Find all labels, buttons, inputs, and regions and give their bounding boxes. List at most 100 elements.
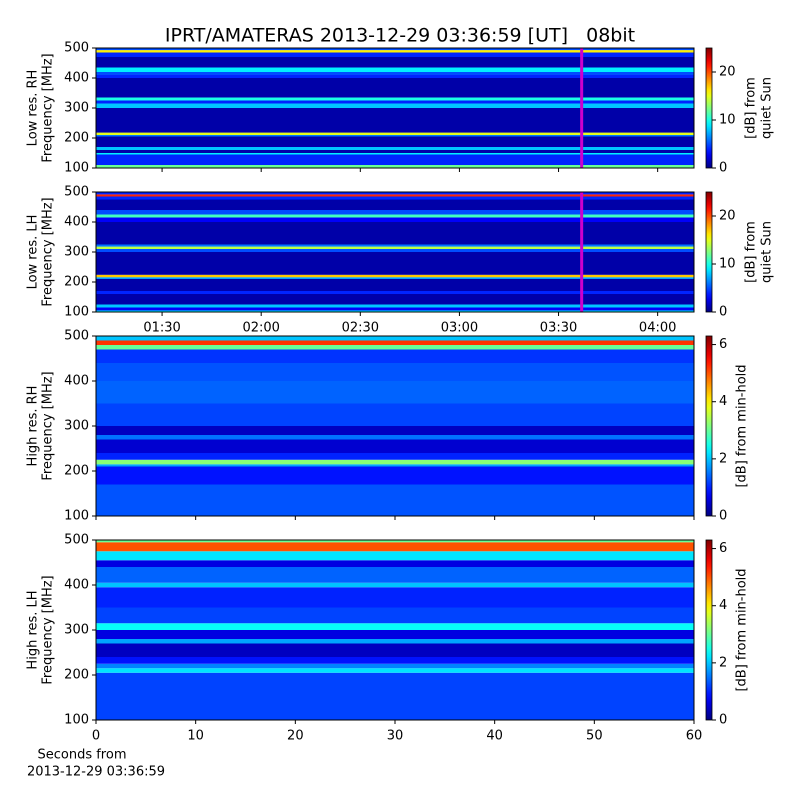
heatmap-band: [96, 136, 694, 147]
x-tick-label: 03:30: [540, 321, 577, 336]
colorbar-tick-label: 0: [719, 713, 727, 728]
y-axis-label: Low res. LH: [26, 215, 41, 290]
y-tick-label: 400: [64, 374, 89, 389]
heatmap-band: [96, 551, 694, 561]
heatmap-band: [96, 277, 694, 279]
heatmap-band: [96, 426, 694, 435]
heatmap-band: [96, 196, 694, 200]
heatmap-band: [96, 246, 694, 249]
colorbar-tick-label: 10: [719, 113, 736, 128]
heatmap-band: [96, 345, 694, 350]
x-tick-label: 0: [92, 729, 100, 744]
heatmap-band: [96, 668, 694, 673]
colorbar-label: [dB] from: [744, 77, 759, 139]
heatmap-band: [96, 210, 694, 215]
heatmap-band: [96, 165, 694, 168]
colorbar: [705, 335, 713, 517]
x-tick-label: 30: [387, 729, 404, 744]
heatmap-band: [96, 403, 694, 426]
x-tick-label: 02:30: [342, 321, 379, 336]
colorbar-tick-label: 2: [719, 451, 727, 466]
heatmap-band: [96, 78, 694, 98]
y-tick-label: 400: [64, 215, 89, 230]
x-tick-label: 10: [187, 729, 204, 744]
heatmap-band: [96, 50, 694, 53]
x-tick-label: 20: [287, 729, 304, 744]
heatmap-band: [96, 154, 694, 165]
heatmap-band: [96, 52, 694, 57]
heatmap-band: [96, 542, 694, 552]
heatmap-band: [96, 567, 694, 583]
x-tick-label: 60: [686, 729, 703, 744]
heatmap-band: [96, 464, 694, 467]
y-tick-label: 200: [64, 668, 89, 683]
x-tick-label: 03:00: [441, 321, 478, 336]
colorbar-tick-label: 0: [719, 305, 727, 320]
heatmap-band: [96, 294, 694, 305]
heatmap-band: [96, 100, 694, 104]
heatmap-band: [96, 349, 694, 363]
heatmap-band: [96, 459, 694, 465]
heatmap-band: [96, 244, 694, 247]
heatmap-band: [96, 435, 694, 440]
heatmap-band: [96, 672, 694, 720]
heatmap-band: [96, 249, 694, 252]
x-tick-label: 50: [586, 729, 603, 744]
colorbar: [705, 47, 713, 169]
chart-title: IPRT/AMATERAS 2013-12-29 03:36:59 [UT] 0…: [165, 25, 635, 47]
colorbar-tick-label: 2: [719, 655, 727, 670]
heatmap-band: [96, 307, 694, 311]
y-axis-label: High res. RH: [26, 386, 41, 467]
x-tick-label: 04:00: [639, 321, 676, 336]
heatmap-band: [96, 587, 694, 608]
y-tick-label: 200: [64, 275, 89, 290]
heatmap-band: [96, 582, 694, 588]
colorbar-label: [dB] from min-hold: [735, 568, 750, 691]
colorbar-tick-label: 20: [719, 65, 736, 80]
heatmap-band: [96, 340, 694, 345]
heatmap-band: [96, 304, 694, 308]
x-axis-label: 2013-12-29 03:36:59: [27, 765, 165, 780]
heatmap-band: [96, 153, 694, 155]
heatmap-band: [96, 363, 694, 381]
heatmap-band: [96, 607, 694, 624]
heatmap-band: [96, 639, 694, 644]
heatmap-band: [96, 336, 694, 341]
heatmap-band: [96, 97, 694, 101]
y-tick-label: 100: [64, 161, 89, 176]
y-axis-label: Frequency [MHz]: [41, 53, 56, 162]
y-tick-label: 500: [64, 185, 89, 200]
heatmap-band: [96, 484, 694, 516]
heatmap-band: [96, 381, 694, 404]
heatmap-band: [96, 57, 694, 68]
colorbar-tick-label: 6: [719, 541, 727, 556]
colorbar-tick-label: 20: [719, 209, 736, 224]
y-tick-label: 200: [64, 131, 89, 146]
x-tick-label: 02:00: [242, 321, 279, 336]
heatmap-band: [96, 560, 694, 567]
x-tick-label: 40: [486, 729, 503, 744]
colorbar-tick-label: 0: [719, 509, 727, 524]
colorbar-tick-label: 0: [719, 161, 727, 176]
y-axis-label: Frequency [MHz]: [41, 371, 56, 480]
heatmap-band: [96, 274, 694, 278]
colorbar-label: [dB] from min-hold: [735, 364, 750, 487]
heatmap-band: [96, 150, 694, 153]
y-tick-label: 500: [64, 329, 89, 344]
colorbar-tick-label: 6: [719, 337, 727, 352]
heatmap-band: [96, 222, 694, 245]
heatmap-band: [96, 252, 694, 275]
colorbar: [705, 539, 713, 721]
heatmap-band: [96, 103, 694, 108]
heatmap-band: [96, 147, 694, 150]
y-tick-label: 100: [64, 509, 89, 524]
heatmap-band: [96, 132, 694, 135]
x-tick-label: 01:30: [143, 321, 180, 336]
y-tick-label: 400: [64, 578, 89, 593]
y-tick-label: 500: [64, 533, 89, 548]
heatmap-band: [96, 214, 694, 218]
colorbar-tick-label: 4: [719, 598, 727, 613]
heatmap-band: [96, 194, 694, 197]
y-tick-label: 200: [64, 464, 89, 479]
